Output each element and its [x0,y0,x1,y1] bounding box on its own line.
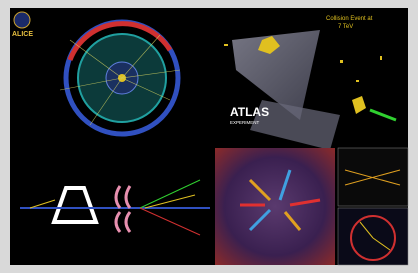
page: ALICE Collision Event at 7 TeV ATLAS EXP… [0,0,418,273]
collage: ALICE Collision Event at 7 TeV ATLAS EXP… [0,0,418,273]
atlas-logo-sub: EXPERIMENT [230,120,260,125]
atlas-title: Collision Event at [326,16,373,22]
atlas-title-2: 7 TeV [338,24,353,30]
atlas-logo: ATLAS [230,105,269,119]
alice-logo [14,12,30,28]
alice-label: ALICE [12,31,33,38]
event-panel [215,148,335,265]
